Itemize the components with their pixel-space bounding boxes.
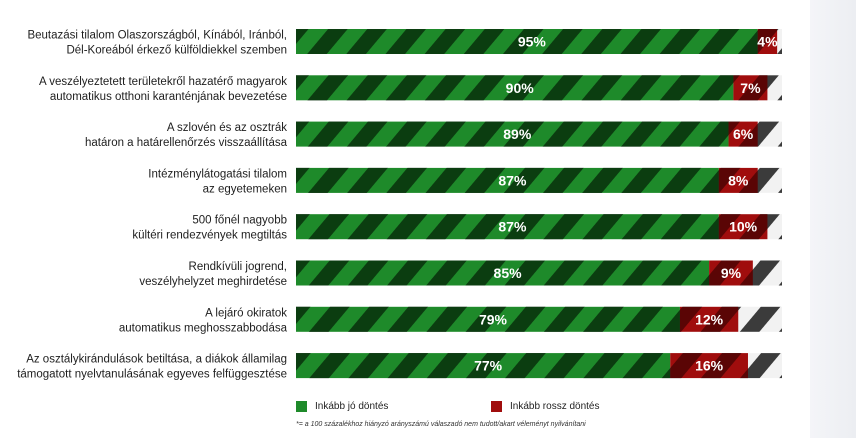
bar-bad: [679, 306, 739, 332]
bar-good: [296, 167, 719, 193]
value-label-bad: 9%: [721, 265, 742, 281]
bar-good: [296, 121, 729, 147]
row-label: Beutazási tilalom Olaszországból, Kínábó…: [27, 30, 287, 57]
row-label: Az osztálykirándulások betiltása, a diák…: [17, 354, 287, 381]
bar-good: [296, 214, 719, 240]
value-label-good: 79%: [479, 311, 508, 327]
row-label: A szlovén és az osztrák határon a határel…: [85, 122, 288, 149]
row-label: A veszélyeztetett területekről hazatérő …: [39, 76, 287, 103]
legend-label-good: Inkább jó döntés: [315, 401, 389, 412]
value-label-bad: 16%: [695, 358, 724, 374]
bar-good: [296, 306, 680, 332]
row-label: Intézménylátogatási tilalom az egyetemeke…: [148, 168, 287, 195]
value-label-good: 95%: [518, 34, 547, 50]
value-label-bad: 6%: [733, 126, 754, 142]
row-label: 500 főnél nagyobb kültéri rendezvények me…: [132, 215, 287, 242]
value-label-good: 87%: [498, 172, 527, 188]
value-label-good: 90%: [506, 80, 535, 96]
legend-item-bad: Inkább rossz döntés: [491, 401, 600, 412]
legend-swatch-bad: [491, 401, 502, 412]
legend-label-bad: Inkább rossz döntés: [510, 401, 600, 412]
legend: Inkább jó döntés Inkább rossz döntés: [296, 401, 796, 417]
bar-bad: [733, 75, 768, 101]
legend-item-good: Inkább jó döntés: [296, 401, 388, 412]
bar-good: [296, 75, 734, 101]
value-label-good: 77%: [474, 358, 503, 374]
bar-bad: [709, 260, 753, 286]
value-label-bad: 12%: [695, 311, 724, 327]
value-label-good: 87%: [498, 219, 527, 235]
bar-bad: [718, 167, 758, 193]
value-label-good: 85%: [494, 265, 523, 281]
value-label-bad: 7%: [740, 80, 761, 96]
value-label-bad: 4%: [757, 34, 778, 50]
value-label-good: 89%: [503, 126, 532, 142]
bar-good: [296, 353, 671, 379]
bar-good: [296, 260, 710, 286]
bar-bad: [718, 214, 768, 240]
value-label-bad: 10%: [729, 219, 758, 235]
legend-swatch-good: [296, 401, 307, 412]
bar-bad: [728, 121, 758, 147]
bar-good: [296, 29, 758, 54]
right-background-strip: [810, 0, 856, 438]
row-label: A lejáró okiratok automatikus meghosszabb…: [119, 307, 288, 334]
bar-bad: [757, 29, 778, 54]
bar-bad: [670, 353, 748, 379]
stacked-bar-chart: Beutazási tilalom Olaszországból, Kínábó…: [17, 29, 782, 381]
footnote: *= a 100 százalékhoz hiányzó arányszámú …: [296, 421, 586, 428]
value-label-bad: 8%: [728, 172, 749, 188]
row-label: Rendkívüli jogrend, veszélyhelyzet meghir…: [139, 261, 287, 288]
